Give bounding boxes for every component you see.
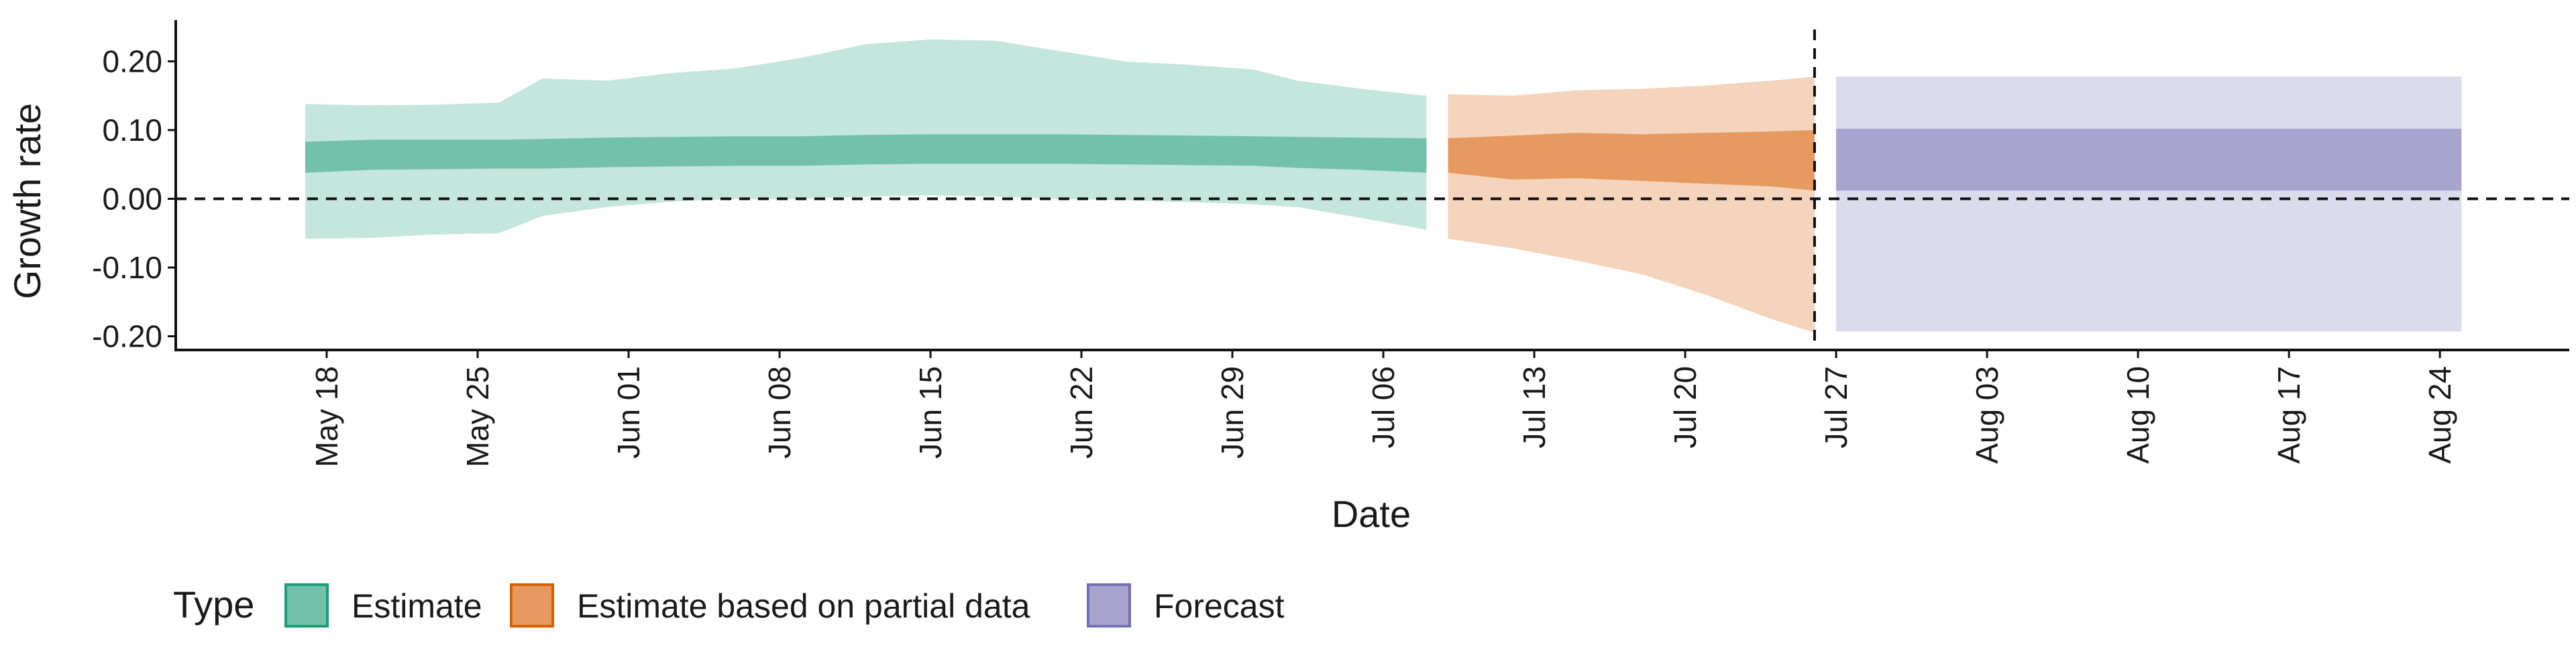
x-tick-label: Aug 03 [1970, 366, 2004, 464]
band-layer [305, 39, 2462, 333]
y-axis-title: Growth rate [6, 103, 48, 300]
band-inner-estimate [305, 134, 1427, 173]
legend: Type Estimate Estimate based on partial da… [173, 583, 1285, 628]
y-tick-label: 0.10 [102, 113, 162, 148]
legend-label: Forecast [1154, 587, 1285, 625]
y-tick-label: 0.00 [102, 182, 162, 217]
band-inner-estimate-based-on-partial-data [1448, 130, 1815, 191]
band-inner-forecast [1836, 129, 2462, 191]
legend-key-3 [1087, 583, 1131, 628]
x-tick-label: Jun 15 [913, 366, 948, 459]
legend-label: Estimate [352, 587, 482, 625]
legend-key-2 [510, 583, 554, 628]
x-axis-title: Date [1332, 493, 1411, 535]
x-tick-label: Jul 27 [1819, 366, 1854, 449]
legend-title: Type [173, 583, 254, 626]
y-tick-label: -0.10 [92, 250, 162, 285]
x-tick-label: Jun 01 [611, 366, 646, 459]
x-tick-label: Aug 17 [2271, 366, 2306, 464]
x-tick-label: May 25 [460, 366, 495, 467]
x-tick-label: Aug 10 [2121, 366, 2155, 464]
band-outer-forecast [1836, 76, 2462, 332]
x-tick-label: Jun 22 [1064, 366, 1099, 459]
x-tick-label: Jul 13 [1517, 366, 1552, 449]
axes-layer: -0.20 -0.10 0.00 0.10 0.20 May 18 May 25 Jun 01… [92, 20, 2569, 467]
x-tick-label: May 18 [309, 366, 344, 467]
band-outer-estimate-based-on-partial-data [1448, 76, 1815, 333]
y-tick-label: -0.20 [92, 319, 162, 354]
x-tick-label: Jul 20 [1668, 366, 1703, 449]
y-tick-label: 0.20 [102, 44, 162, 79]
x-tick-label: Aug 24 [2422, 366, 2457, 464]
legend-key-1 [284, 583, 329, 628]
x-tick-label: Jun 29 [1215, 366, 1250, 459]
x-tick-label: Jul 06 [1366, 366, 1401, 449]
x-tick-label: Jun 08 [762, 366, 797, 459]
legend-label: Estimate based on partial data [577, 587, 1030, 625]
reference-lines [176, 30, 2569, 350]
